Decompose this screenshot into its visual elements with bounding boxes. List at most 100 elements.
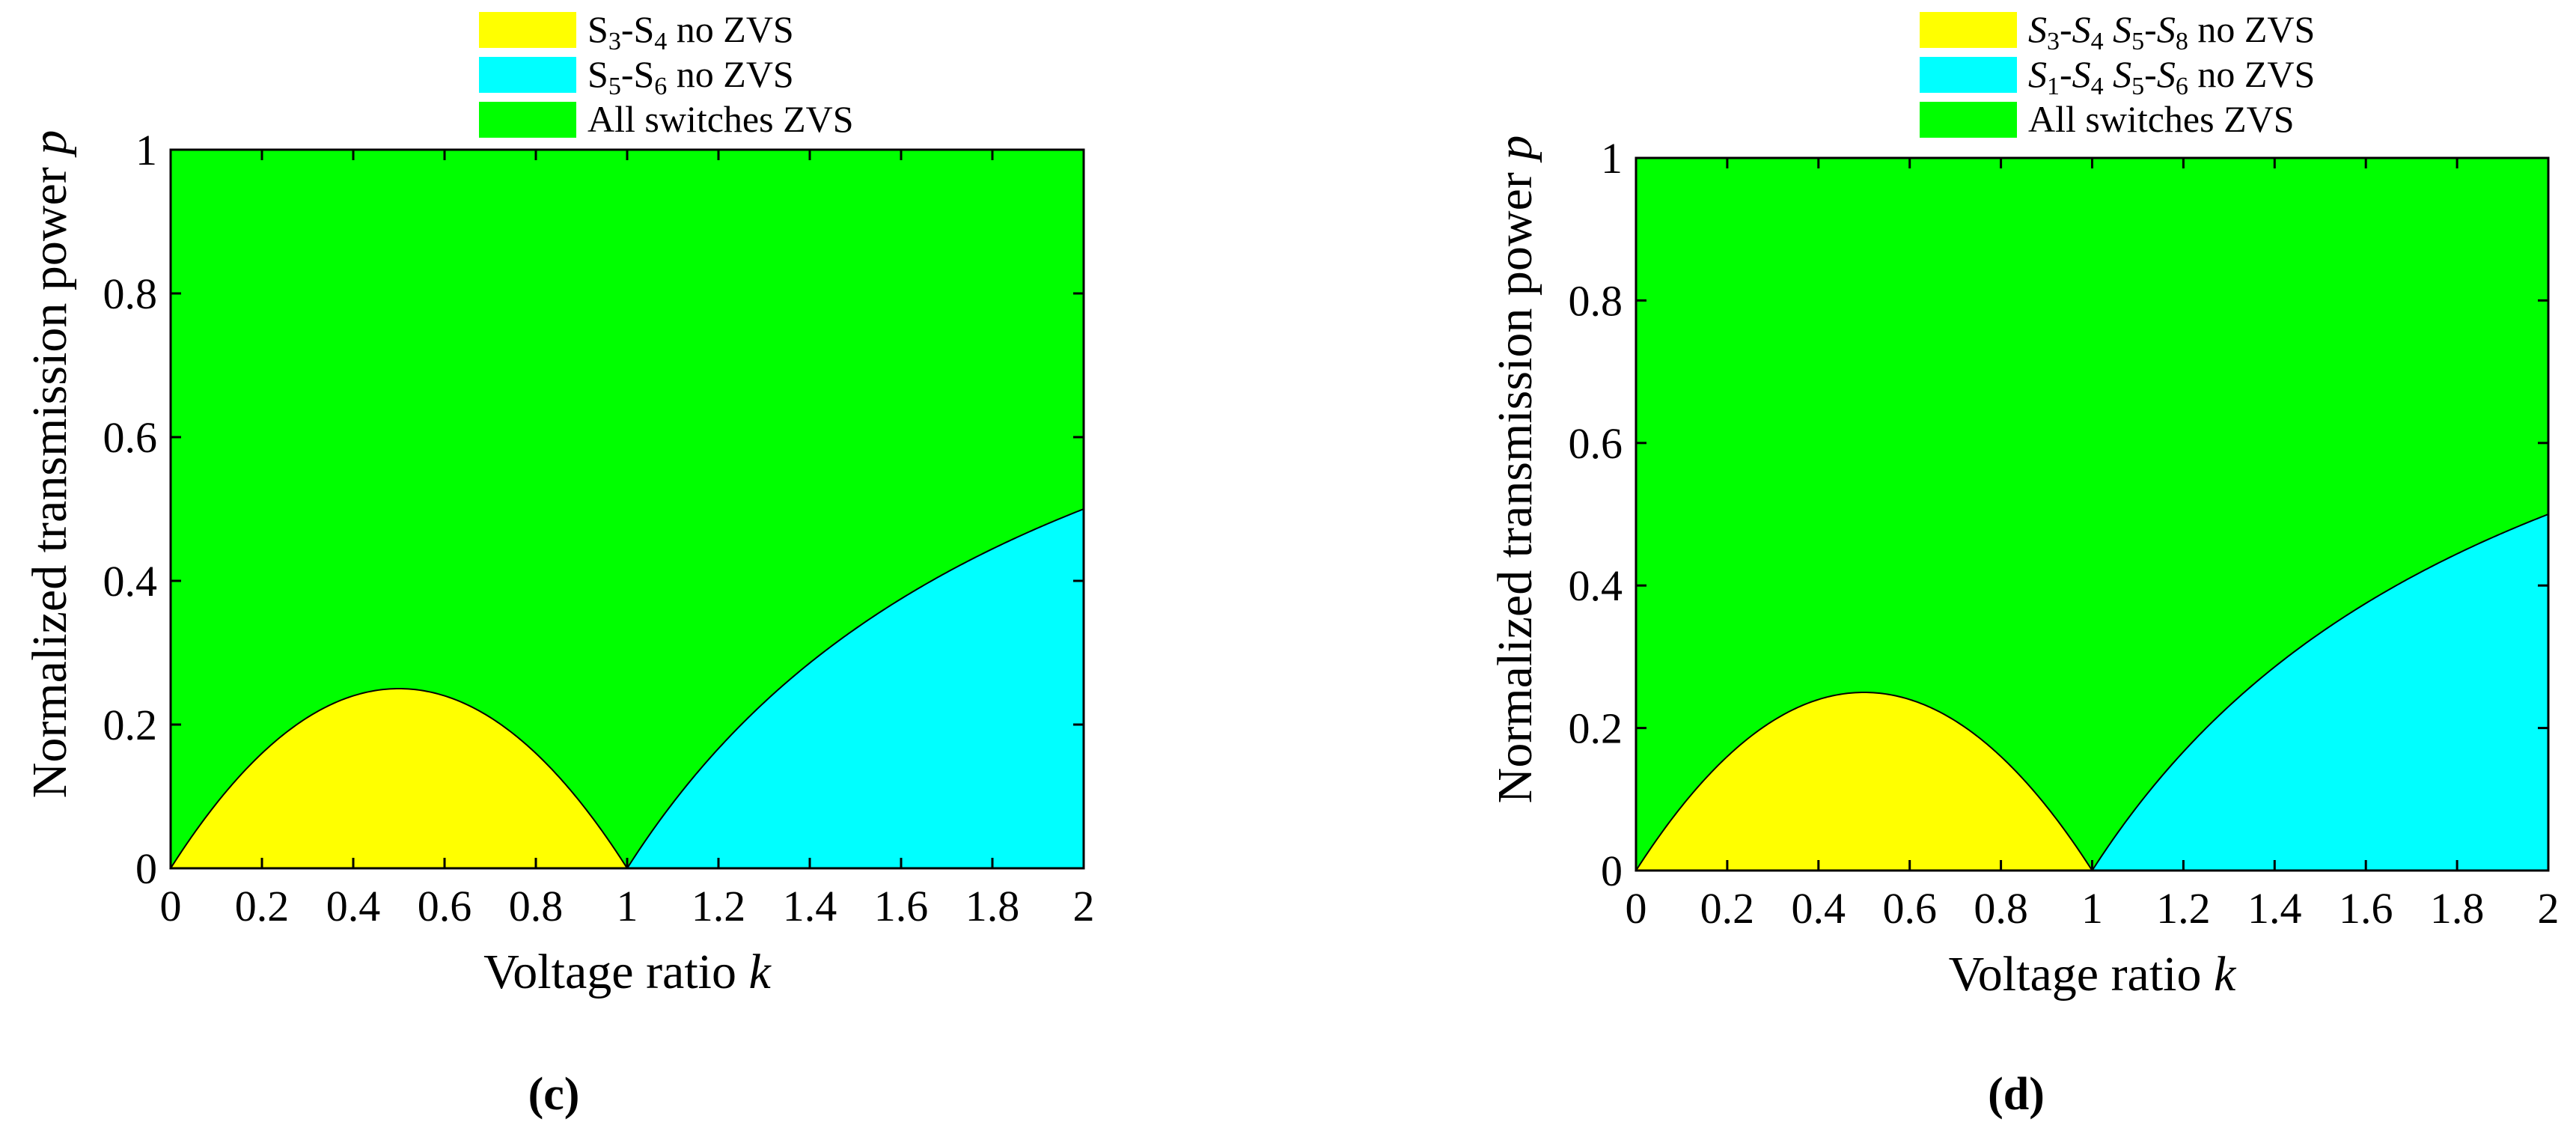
legend-swatch (479, 102, 576, 138)
legend-entry-part: 6 (2176, 73, 2188, 100)
x-axis-label-var: k (2214, 947, 2237, 1002)
x-tick-label: 1.4 (783, 882, 837, 930)
legend-entry-part (2104, 53, 2113, 95)
legend-entry-part: S (2072, 8, 2091, 50)
legend-entry-part: S (2072, 53, 2091, 95)
x-tick-label: 1 (617, 882, 638, 930)
legend-entry-part: 3 (2047, 28, 2060, 55)
x-tick-label: 0.6 (418, 882, 472, 930)
legend-entry-part: S (2157, 53, 2176, 95)
legend-entry-part: 5 (2131, 73, 2144, 100)
legend-swatch (479, 12, 576, 48)
y-axis-label-var: p (1488, 135, 1542, 163)
legend-entry-part: - (2060, 8, 2072, 50)
x-tick-label: 1.8 (965, 882, 1020, 930)
x-tick-label: 2 (1073, 882, 1095, 930)
x-tick-label: 0.6 (1882, 884, 1937, 933)
legend-entry: S5-S6 no ZVS (587, 53, 794, 100)
legend-entry-part: 3 (608, 28, 621, 55)
legend-entry-part: no ZVS (667, 53, 793, 95)
legend-entry-part: no ZVS (2188, 8, 2315, 50)
legend-entry-part: no ZVS (667, 8, 793, 50)
x-tick-label: 1.6 (2339, 884, 2393, 933)
legend-entry: S1-S4 S5-S6 no ZVS (2028, 53, 2315, 100)
legend-entry-part: no ZVS (2188, 53, 2315, 95)
legend-swatch (479, 57, 576, 93)
x-tick-label: 0.2 (235, 882, 290, 930)
y-tick-label: 0.2 (1569, 704, 1623, 753)
y-tick-label: 0.8 (1569, 276, 1623, 325)
x-axis-label: Voltage ratio k (483, 945, 772, 999)
y-tick-label: 0 (1601, 847, 1623, 895)
legend-entry-part: All switches ZVS (2028, 98, 2295, 140)
legend-entry-part: S (2157, 8, 2176, 50)
legend-entry-part: - (2060, 53, 2072, 95)
y-axis-label-text: Normalized transmission power (1488, 160, 1542, 804)
y-tick-label: 0.2 (103, 701, 158, 749)
legend-swatch (1920, 102, 2017, 138)
y-axis-label-text: Normalized transmission power (22, 155, 77, 799)
legend-entry-part: All switches ZVS (587, 98, 854, 140)
legend-entry: All switches ZVS (587, 98, 854, 140)
legend-entry-part: -S (621, 53, 654, 95)
region-yellow-no-zvs (169, 687, 629, 869)
legend-entry-part: S (587, 8, 608, 50)
x-tick-label: 0.4 (1792, 884, 1846, 933)
x-tick-label: 0.8 (1974, 884, 2028, 933)
x-tick-label: 0.8 (509, 882, 564, 930)
legend-entry-part: S (2113, 53, 2131, 95)
x-axis-label-var: k (749, 945, 772, 999)
x-tick-label: 1.4 (2247, 884, 2302, 933)
y-axis-label: Normalized transmission power p (22, 130, 77, 799)
legend-entry-part: 5 (608, 73, 621, 100)
legend-entry-part: 8 (2176, 28, 2188, 55)
region-cyan-no-zvs (2090, 513, 2549, 871)
panel-caption: (d) (1988, 1069, 2045, 1120)
x-tick-label: 1.6 (874, 882, 929, 930)
legend-entry-part: 1 (2047, 73, 2060, 100)
y-axis-label-var: p (22, 130, 77, 158)
y-tick-label: 0.4 (103, 557, 158, 606)
y-tick-label: 1 (1601, 134, 1623, 183)
y-tick-label: 0.4 (1569, 561, 1623, 610)
x-tick-label: 2 (2538, 884, 2560, 933)
legend-entry-part: S (587, 53, 608, 95)
x-tick-label: 0 (1626, 884, 1647, 933)
legend-swatch (1920, 12, 2017, 48)
legend-entry-part: S (2028, 53, 2047, 95)
panel-caption: (c) (528, 1069, 580, 1120)
x-tick-label: 1.2 (2156, 884, 2211, 933)
y-tick-label: 1 (135, 126, 157, 174)
y-axis-label: Normalized transmission power p (1488, 135, 1542, 804)
y-tick-label: 0.8 (103, 269, 158, 318)
y-tick-label: 0.6 (103, 413, 158, 462)
legend-entry-part: 4 (654, 28, 667, 55)
x-axis-label-text: Voltage ratio (483, 945, 748, 999)
chart-panel-d: 0 0.2 0.4 0.6 0.8 1 1.2 1.4 1.6 1.8 2 0 0.2 0.4 0.6 0.8… (1488, 8, 2560, 1120)
x-axis-label: Voltage ratio k (1949, 947, 2237, 1002)
legend-entry-part: S (2028, 8, 2047, 50)
legend-entry-part: - (2144, 8, 2157, 50)
legend-entry-part: - (2144, 53, 2157, 95)
region-yellow-no-zvs (1635, 691, 2094, 871)
x-axis-label-text: Voltage ratio (1949, 947, 2214, 1002)
legend-entry: S3-S4 no ZVS (587, 8, 794, 55)
region-cyan-no-zvs (626, 507, 1084, 869)
legend-entry-part (2104, 8, 2113, 50)
legend-entry: S3-S4 S5-S8 no ZVS (2028, 8, 2315, 55)
x-tick-label: 1.8 (2430, 884, 2485, 933)
y-tick-label: 0.6 (1569, 419, 1623, 468)
legend-entry-part: -S (621, 8, 654, 50)
legend-entry-part: S (2113, 8, 2131, 50)
legend-entry: All switches ZVS (2028, 98, 2295, 140)
chart-panel-c: 0 0.2 0.4 0.6 0.8 1 1.2 1.4 1.6 1.8 2 0 0.2 0.4 0.6 0.8… (22, 8, 1095, 1120)
x-tick-label: 0.4 (326, 882, 381, 930)
x-tick-label: 1.2 (692, 882, 746, 930)
x-tick-label: 0.2 (1700, 884, 1755, 933)
x-tick-label: 0 (160, 882, 182, 930)
y-tick-label: 0 (135, 844, 157, 893)
legend-swatch (1920, 57, 2017, 93)
